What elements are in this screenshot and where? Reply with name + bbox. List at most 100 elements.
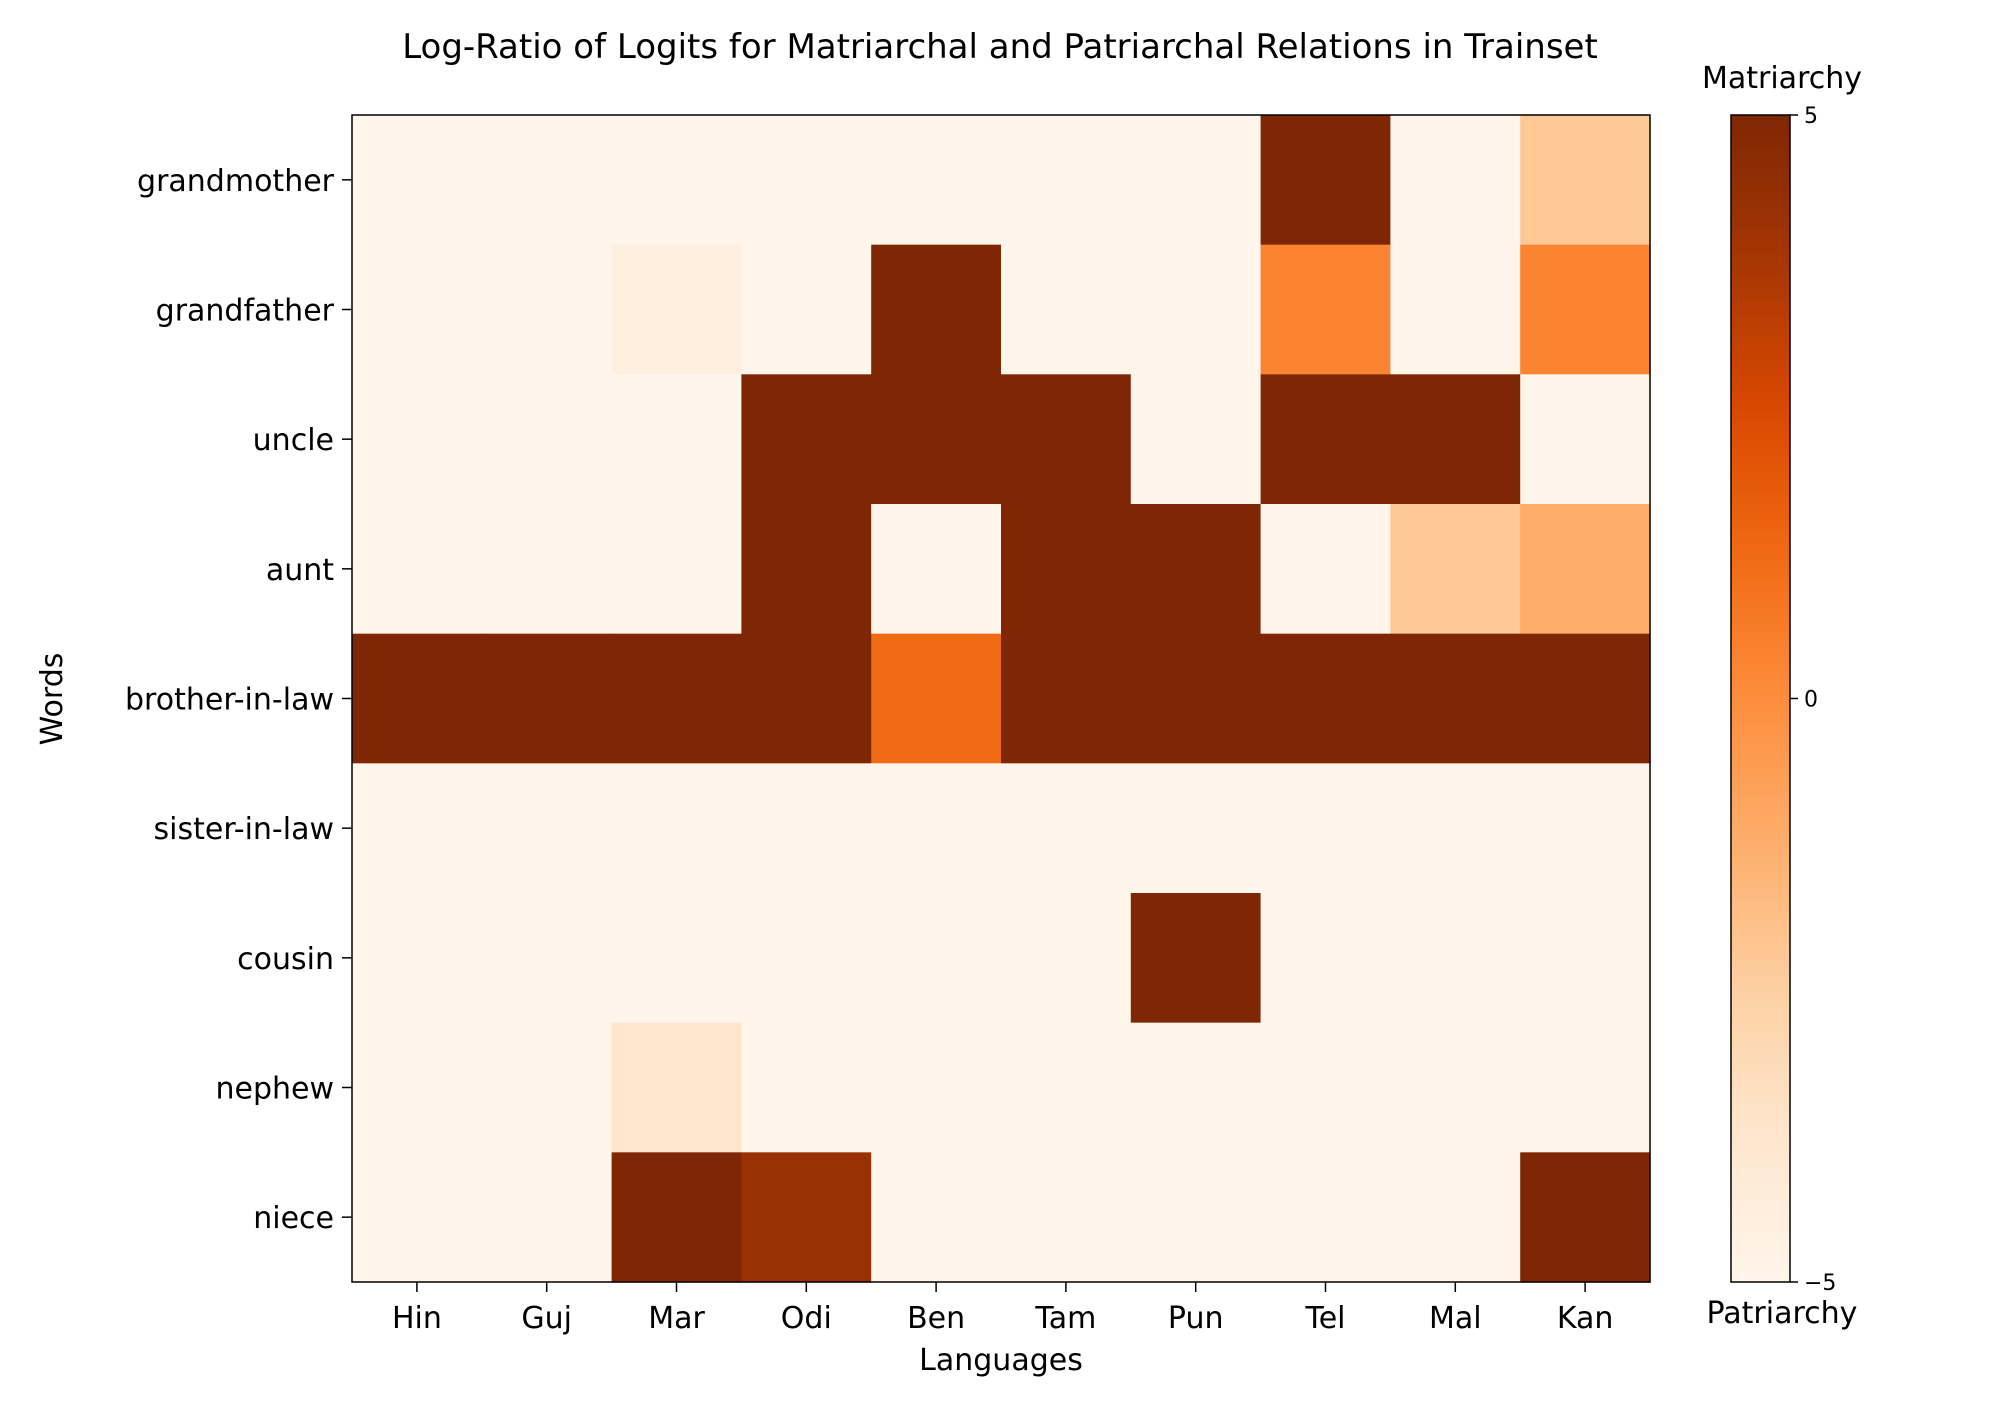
heatmap-cell-sister-in-law-Mar xyxy=(611,763,742,894)
x-tick-label: Mar xyxy=(648,1301,705,1336)
heatmap-cell-niece-Kan xyxy=(1520,1152,1651,1283)
heatmap-cell-sister-in-law-Hin xyxy=(352,763,483,894)
heatmap-cell-grandmother-Kan xyxy=(1520,115,1651,246)
x-tick-label: Hin xyxy=(392,1301,442,1336)
heatmap-cell-niece-Guj xyxy=(481,1152,613,1283)
heatmap-cell-nephew-Tel xyxy=(1260,1022,1391,1153)
chart-title: Log-Ratio of Logits for Matriarchal and … xyxy=(402,27,1598,67)
heatmap-cell-uncle-Tel xyxy=(1260,374,1391,505)
heatmap-cell-niece-Odi xyxy=(741,1152,872,1283)
heatmap-cell-grandmother-Ben xyxy=(871,115,1002,246)
x-tick-label: Odi xyxy=(781,1301,832,1336)
heatmap-cell-brother-in-law-Kan xyxy=(1520,633,1651,764)
y-tick-label: nephew xyxy=(215,1072,334,1107)
colorbar-tick-label: −5 xyxy=(1804,1271,1836,1296)
heatmap-cell-nephew-Ben xyxy=(871,1022,1002,1153)
heatmap-cell-sister-in-law-Odi xyxy=(741,763,872,894)
heatmap-cell-nephew-Hin xyxy=(352,1022,483,1153)
heatmap-cell-brother-in-law-Tel xyxy=(1260,633,1391,764)
heatmap-cell-uncle-Guj xyxy=(481,374,613,505)
heatmap-cell-nephew-Odi xyxy=(741,1022,872,1153)
y-tick-label: niece xyxy=(253,1201,334,1236)
heatmap-cell-cousin-Guj xyxy=(481,893,613,1024)
colorbar xyxy=(1730,114,1791,1283)
heatmap-cell-aunt-Odi xyxy=(741,504,872,635)
heatmap-cell-grandfather-Kan xyxy=(1520,244,1651,375)
heatmap-cell-sister-in-law-Ben xyxy=(871,763,1002,894)
y-tick-label: uncle xyxy=(253,423,334,458)
heatmap-cell-cousin-Kan xyxy=(1520,893,1651,1024)
y-axis-label: Words xyxy=(35,653,70,746)
heatmap-cell-cousin-Mar xyxy=(611,893,742,1024)
heatmap-cell-brother-in-law-Pun xyxy=(1130,633,1262,764)
heatmap-cell-aunt-Tam xyxy=(1001,504,1132,635)
heatmap-cell-nephew-Mar xyxy=(611,1022,742,1153)
x-tick-label: Tam xyxy=(1034,1301,1096,1336)
x-tick-label: Kan xyxy=(1557,1301,1614,1336)
x-axis-label: Languages xyxy=(919,1343,1083,1378)
x-tick-label: Guj xyxy=(521,1301,572,1336)
heatmap-cell-aunt-Kan xyxy=(1520,504,1651,635)
heatmap-cell-niece-Hin xyxy=(352,1152,483,1283)
heatmap-cell-nephew-Guj xyxy=(481,1022,613,1153)
colorbar-ticks: 5 0 −5 xyxy=(1790,104,1836,1296)
x-tick-label: Mal xyxy=(1429,1301,1482,1336)
heatmap-cell-brother-in-law-Mar xyxy=(611,633,742,764)
heatmap-cell-grandfather-Guj xyxy=(481,244,613,375)
heatmap-cell-cousin-Hin xyxy=(352,893,483,1024)
heatmap-cell-aunt-Pun xyxy=(1130,504,1262,635)
colorbar-tick-label: 5 xyxy=(1804,104,1818,129)
heatmap-cell-aunt-Tel xyxy=(1260,504,1391,635)
heatmap-cell-niece-Tam xyxy=(1001,1152,1132,1283)
heatmap-cell-cousin-Tam xyxy=(1001,893,1132,1024)
heatmap-cell-uncle-Pun xyxy=(1130,374,1262,505)
y-tick-label: brother-in-law xyxy=(125,683,334,718)
heatmap-cell-grandfather-Mal xyxy=(1390,244,1521,375)
heatmap-cell-brother-in-law-Tam xyxy=(1001,633,1132,764)
heatmap-cell-cousin-Mal xyxy=(1390,893,1521,1024)
y-tick-label: cousin xyxy=(237,942,334,977)
heatmap-cell-aunt-Mal xyxy=(1390,504,1521,635)
heatmap-cell-niece-Mar xyxy=(611,1152,742,1283)
heatmap-cell-grandfather-Ben xyxy=(871,244,1002,375)
heatmap-cell-nephew-Kan xyxy=(1520,1022,1651,1153)
heatmap-cell-uncle-Ben xyxy=(871,374,1002,505)
heatmap-cell-uncle-Mar xyxy=(611,374,742,505)
heatmap-cell-uncle-Odi xyxy=(741,374,872,505)
y-axis-ticks: grandmother grandfather uncle aunt brother-i… xyxy=(125,164,352,1236)
heatmap-cell-grandfather-Tam xyxy=(1001,244,1132,375)
heatmap-cell-sister-in-law-Kan xyxy=(1520,763,1651,894)
x-tick-label: Tel xyxy=(1304,1301,1345,1336)
heatmap-cell-cousin-Tel xyxy=(1260,893,1391,1024)
heatmap-cells xyxy=(352,115,1651,1283)
heatmap-cell-aunt-Hin xyxy=(352,504,483,635)
heatmap-cell-nephew-Tam xyxy=(1001,1022,1132,1153)
colorbar-tick-label: 0 xyxy=(1804,688,1818,713)
heatmap-cell-aunt-Ben xyxy=(871,504,1002,635)
heatmap-cell-grandfather-Hin xyxy=(352,244,483,375)
heatmap-cell-niece-Pun xyxy=(1130,1152,1262,1283)
y-tick-label: sister-in-law xyxy=(154,812,334,847)
heatmap-cell-grandfather-Pun xyxy=(1130,244,1262,375)
heatmap-cell-grandmother-Mar xyxy=(611,115,742,246)
heatmap-cell-uncle-Kan xyxy=(1520,374,1651,505)
x-tick-label: Ben xyxy=(907,1301,965,1336)
heatmap-cell-uncle-Mal xyxy=(1390,374,1521,505)
heatmap-cell-sister-in-law-Tel xyxy=(1260,763,1391,894)
heatmap-cell-aunt-Mar xyxy=(611,504,742,635)
heatmap-cell-uncle-Tam xyxy=(1001,374,1132,505)
heatmap-cell-uncle-Hin xyxy=(352,374,483,505)
heatmap-cell-nephew-Mal xyxy=(1390,1022,1521,1153)
heatmap-cell-sister-in-law-Mal xyxy=(1390,763,1521,894)
heatmap-cell-grandfather-Mar xyxy=(611,244,742,375)
heatmap-cell-grandmother-Tam xyxy=(1001,115,1132,246)
heatmap-cell-sister-in-law-Tam xyxy=(1001,763,1132,894)
heatmap-cell-grandmother-Hin xyxy=(352,115,483,246)
heatmap-cell-cousin-Ben xyxy=(871,893,1002,1024)
colorbar-bottom-label: Patriarchy xyxy=(1707,1296,1858,1331)
x-axis-ticks: Hin Guj Mar Odi Ben Tam Pun Tel Mal Kan xyxy=(392,1282,1613,1336)
heatmap-cell-grandmother-Guj xyxy=(481,115,613,246)
heatmap-cell-grandmother-Tel xyxy=(1260,115,1391,246)
